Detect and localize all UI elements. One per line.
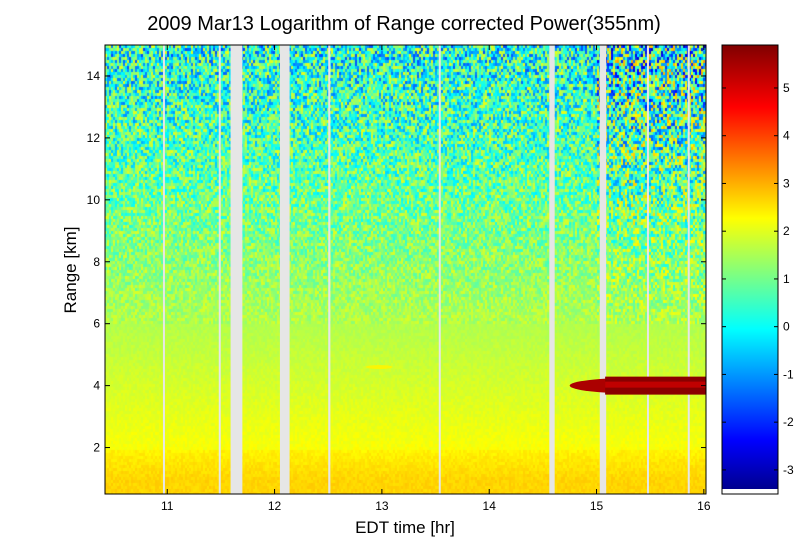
y-tick-label: 10 <box>87 193 101 207</box>
gap-layer <box>162 45 690 494</box>
colorbar-tick-label: 0 <box>783 320 790 334</box>
colorbar-frame <box>721 44 779 495</box>
x-axis: 11 12 13 14 15 16 <box>161 45 711 513</box>
y-tick-label: 12 <box>87 131 101 145</box>
colorbar-tick-label: 3 <box>783 176 790 190</box>
data-gap-7 <box>599 45 607 494</box>
y-axis-label: Range [km] <box>61 227 80 314</box>
y-axis: 2 4 6 8 10 12 14 <box>87 69 706 455</box>
x-tick-label: 12 <box>268 499 282 513</box>
cloud-feature-1 <box>365 365 393 370</box>
data-gap-8 <box>646 45 649 494</box>
feature-layer <box>365 365 706 395</box>
y-tick-label: 6 <box>93 317 100 331</box>
data-gap-4 <box>328 45 331 494</box>
data-gap-1 <box>218 45 221 494</box>
plot-frame <box>104 44 707 495</box>
data-gap-2 <box>230 45 243 494</box>
x-tick-label: 13 <box>375 499 389 513</box>
x-tick-label: 16 <box>697 499 711 513</box>
chart-title: 2009 Mar13 Logarithm of Range corrected … <box>147 13 661 35</box>
data-gap-0 <box>162 45 165 494</box>
colorbar-tick-label: 5 <box>783 81 790 95</box>
heatmap-image <box>105 45 706 494</box>
colorbar-blank <box>722 489 778 494</box>
y-tick-label: 2 <box>93 441 100 455</box>
colorbar-tick-label: -1 <box>783 367 794 381</box>
data-gap-5 <box>438 45 441 494</box>
colorbar-tick-label: 2 <box>783 224 790 238</box>
y-tick-label: 8 <box>93 255 100 269</box>
x-axis-label: EDT time [hr] <box>355 518 455 537</box>
x-tick-label: 14 <box>483 499 497 513</box>
y-tick-label: 4 <box>93 379 100 393</box>
colorbar-tick-label: -2 <box>783 415 794 429</box>
colorbar-gradient <box>722 45 778 489</box>
cloud-inner <box>605 381 706 388</box>
x-tick-label: 15 <box>590 499 604 513</box>
colorbar-tick-label: -3 <box>783 463 794 477</box>
colorbar-ticks: -3 -2 -1 0 1 2 3 4 5 <box>722 81 794 477</box>
x-tick-label: 11 <box>161 499 174 513</box>
data-gap-3 <box>279 45 290 494</box>
colorbar-tick-label: 1 <box>783 272 790 286</box>
data-gap-9 <box>687 45 690 494</box>
colorbar-tick-label: 4 <box>783 129 790 143</box>
heatmap-layer <box>105 45 706 494</box>
plot-area <box>104 44 707 495</box>
y-tick-label: 14 <box>87 69 101 83</box>
data-gap-6 <box>549 45 555 494</box>
colorbar: -3 -2 -1 0 1 2 3 4 5 <box>721 44 794 495</box>
